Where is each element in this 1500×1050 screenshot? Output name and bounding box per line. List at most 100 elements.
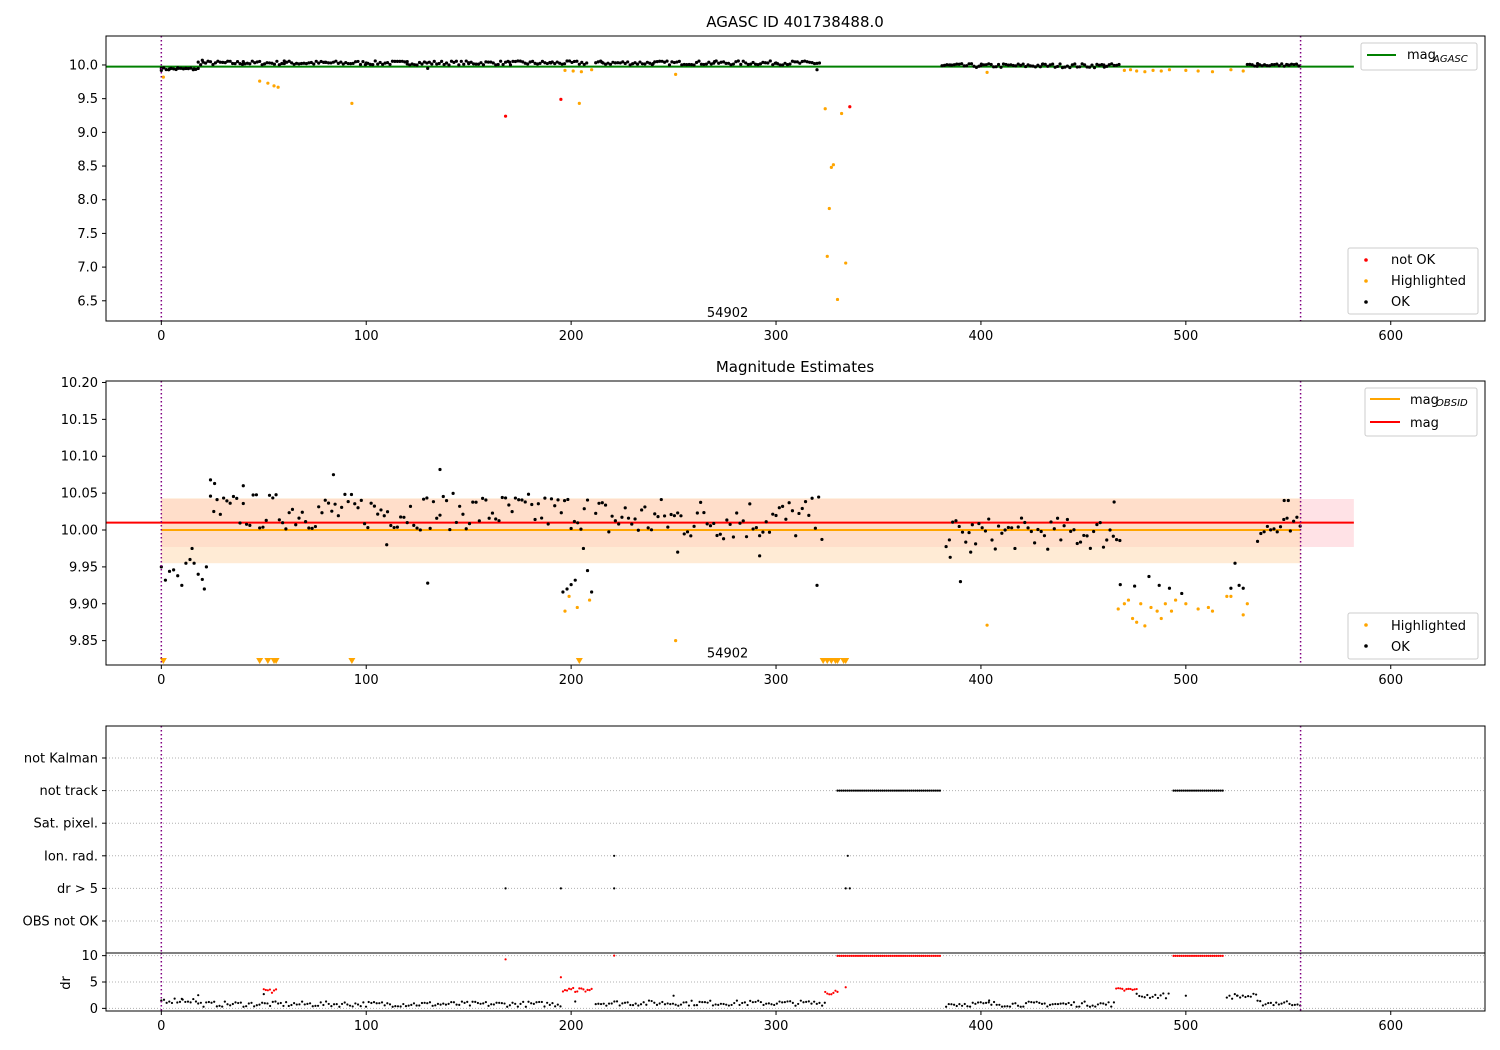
data-point [815,68,819,72]
data-point [891,954,894,958]
below-axis-marker [256,658,264,664]
data-point [655,60,659,64]
data-point [803,500,808,504]
data-point [1043,1002,1046,1005]
data-point [495,1001,498,1004]
data-point [212,509,216,514]
data-point [356,506,360,510]
data-point [235,59,240,64]
data-point [546,1001,549,1004]
data-point [1260,64,1264,68]
data-point [701,1001,704,1004]
data-point [508,63,513,67]
data-point [167,569,172,573]
data-point [908,789,911,792]
data-point [431,500,436,504]
data-point [780,63,785,67]
data-point [1159,616,1163,621]
data-point [721,537,726,541]
data-point [314,59,318,63]
data-point [703,1001,707,1004]
data-point [1245,602,1249,606]
data-point [1164,997,1168,1000]
data-point [895,954,899,958]
data-point [1038,65,1042,69]
data-point [364,61,368,65]
data-point [391,1005,394,1008]
data-point [444,61,449,65]
data-point [850,789,853,792]
data-point [1092,66,1097,70]
data-point [532,1002,535,1005]
data-point [340,505,344,509]
data-point [258,1003,261,1006]
data-point [777,506,781,510]
data-point [1024,1002,1028,1005]
data-point [1157,583,1161,587]
data-point [672,514,677,518]
data-point [215,1005,218,1008]
data-point [705,522,709,526]
data-point [836,990,839,993]
data-point [759,1000,762,1004]
data-point [858,789,862,792]
data-point [1143,70,1147,74]
data-point [645,60,649,64]
data-point [670,60,674,64]
data-point [1039,529,1043,534]
data-point [920,789,923,792]
data-point [893,789,896,792]
data-point [901,789,905,792]
data-point [730,1003,733,1007]
data-point [271,1000,274,1003]
data-point [577,101,581,105]
data-point [869,789,872,792]
data-point [995,1003,998,1006]
data-point [934,789,937,792]
data-point [335,1003,338,1006]
data-point [395,525,399,529]
data-point [938,789,942,792]
data-point [1146,993,1149,997]
data-point [904,789,907,792]
data-point [576,521,580,525]
data-point [215,498,219,502]
data-point [656,515,660,519]
data-point [1108,528,1112,532]
data-point [200,58,204,62]
data-point [1048,63,1052,67]
data-point [359,498,363,503]
data-point [341,62,345,66]
data-point [199,1001,202,1004]
data-point [763,61,767,65]
data-point [982,1002,985,1005]
data-point [1215,954,1218,958]
data-point [481,63,486,67]
data-point [852,789,855,792]
data-point [1364,258,1368,262]
data-point [1272,63,1276,67]
data-point [669,1003,672,1006]
data-point [412,1002,416,1005]
data-point [1026,63,1030,67]
data-point [972,64,976,68]
below-axis-marker [159,658,167,664]
data-point [810,61,814,65]
data-point [932,954,935,958]
data-point [623,506,627,510]
data-point [808,60,812,64]
data-point [1078,540,1083,544]
data-point [213,1000,216,1003]
data-point [540,1000,543,1004]
data-point [1105,538,1109,542]
data-point [863,789,866,792]
data-point [977,521,981,526]
data-point [1211,789,1214,792]
data-point [454,59,458,63]
data-point [765,1002,768,1005]
data-point [511,1001,514,1004]
data-point [1262,530,1266,534]
data-point [1112,1001,1116,1004]
data-point [1269,528,1273,532]
data-point [176,1001,179,1004]
